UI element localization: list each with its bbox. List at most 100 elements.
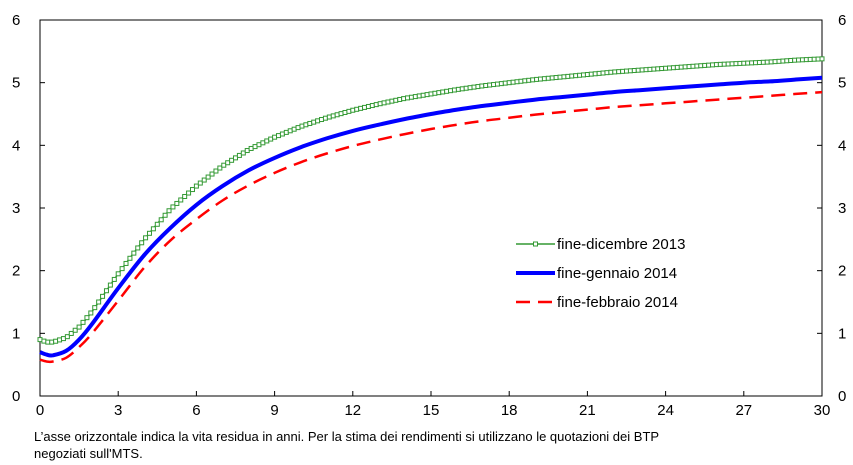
data-point-marker	[197, 180, 203, 186]
data-point-marker	[811, 56, 817, 62]
data-point-marker	[577, 72, 583, 78]
data-point-marker	[624, 68, 629, 74]
data-point-marker	[334, 112, 340, 118]
data-point-marker	[627, 68, 633, 74]
data-point-marker	[178, 197, 184, 203]
data-point-marker	[209, 171, 215, 177]
y-tick-label-left: 0	[12, 388, 20, 405]
data-point-marker	[174, 200, 180, 206]
data-point-marker	[84, 315, 90, 321]
data-point-marker	[491, 82, 497, 88]
chart-note: L’asse orizzontale indica la vita residu…	[34, 428, 834, 462]
data-point-marker	[498, 81, 504, 87]
data-point-marker	[362, 104, 368, 110]
series-line	[39, 75, 823, 358]
data-point-marker	[530, 77, 536, 83]
series-markers	[37, 56, 825, 345]
y-tick-label-right: 6	[838, 12, 846, 29]
data-point-marker	[807, 56, 813, 62]
data-point-marker	[260, 140, 266, 146]
y-tick-label-right: 4	[838, 137, 846, 154]
data-point-marker	[537, 76, 543, 82]
data-point-marker	[287, 128, 293, 134]
data-point-marker	[111, 276, 117, 282]
data-point-marker	[80, 319, 86, 325]
y-tick-label-right: 0	[838, 388, 846, 405]
data-point-marker	[233, 155, 238, 161]
data-point-marker	[143, 235, 149, 241]
data-point-marker	[256, 142, 262, 148]
data-point-marker	[436, 90, 442, 96]
data-point-marker	[68, 330, 74, 336]
data-point-marker	[557, 74, 563, 80]
data-point-marker	[506, 80, 512, 86]
data-point-marker	[268, 136, 274, 142]
data-point-marker	[596, 70, 602, 76]
data-point-marker	[315, 118, 321, 124]
y-tick-label-right: 5	[838, 75, 846, 92]
data-point-marker	[225, 160, 231, 166]
data-point-marker	[717, 61, 723, 67]
data-point-marker	[150, 226, 156, 232]
data-point-marker	[655, 66, 661, 72]
data-point-marker	[154, 221, 160, 227]
data-point-marker	[412, 94, 418, 100]
data-point-marker	[123, 260, 129, 266]
data-point-marker	[616, 69, 622, 75]
data-point-marker	[573, 73, 579, 79]
data-point-marker	[651, 66, 657, 72]
data-point-marker	[377, 101, 383, 107]
x-tick-label: 6	[192, 402, 200, 419]
data-point-marker	[248, 145, 254, 151]
data-point-marker	[221, 162, 227, 168]
legend-marker	[533, 241, 538, 247]
data-point-marker	[272, 134, 278, 140]
y-tick-label-right: 2	[838, 263, 846, 280]
data-point-marker	[776, 58, 782, 64]
data-point-marker	[217, 165, 223, 171]
data-point-marker	[639, 67, 645, 73]
data-point-marker	[350, 107, 356, 113]
data-point-marker	[749, 60, 755, 66]
y-tick-label-right: 1	[838, 325, 846, 342]
plot-area	[39, 19, 823, 397]
x-tick-label: 30	[814, 402, 831, 419]
x-tick-label: 12	[344, 402, 361, 419]
data-point-marker	[514, 79, 520, 85]
data-point-marker	[381, 100, 387, 106]
data-point-marker	[236, 152, 242, 158]
data-point-marker	[346, 108, 352, 114]
data-point-marker	[326, 114, 332, 120]
data-point-marker	[37, 337, 43, 343]
data-point-marker	[510, 79, 516, 85]
y-tick-label-left: 5	[12, 75, 20, 92]
x-tick-label: 27	[735, 402, 752, 419]
data-point-marker	[479, 83, 485, 89]
data-point-marker	[584, 72, 590, 78]
data-point-marker	[354, 106, 360, 112]
legend-label: fine-gennaio 2014	[557, 265, 677, 282]
y-tick-label-left: 3	[12, 200, 20, 217]
x-tick-label: 0	[36, 402, 44, 419]
data-point-marker	[311, 119, 317, 125]
chart-note-line-2: negoziati sull'MTS.	[34, 446, 143, 461]
data-point-marker	[420, 92, 426, 98]
data-point-marker	[792, 57, 798, 63]
data-point-marker	[588, 71, 594, 77]
data-point-marker	[467, 85, 473, 91]
chart-note-line-1: L’asse orizzontale indica la vita residu…	[34, 429, 660, 444]
y-tick-label-left: 6	[12, 12, 20, 29]
data-point-marker	[706, 62, 712, 68]
data-point-marker	[45, 339, 51, 345]
data-point-marker	[565, 73, 571, 79]
data-point-marker	[663, 65, 669, 71]
data-point-marker	[678, 64, 684, 70]
data-point-marker	[244, 148, 250, 154]
data-point-marker	[342, 109, 348, 115]
x-tick-label: 24	[657, 402, 674, 419]
data-point-marker	[659, 66, 665, 72]
data-point-marker	[279, 131, 285, 137]
data-point-marker	[60, 336, 66, 342]
legend-label: fine-febbraio 2014	[557, 294, 678, 311]
data-point-marker	[72, 327, 78, 333]
